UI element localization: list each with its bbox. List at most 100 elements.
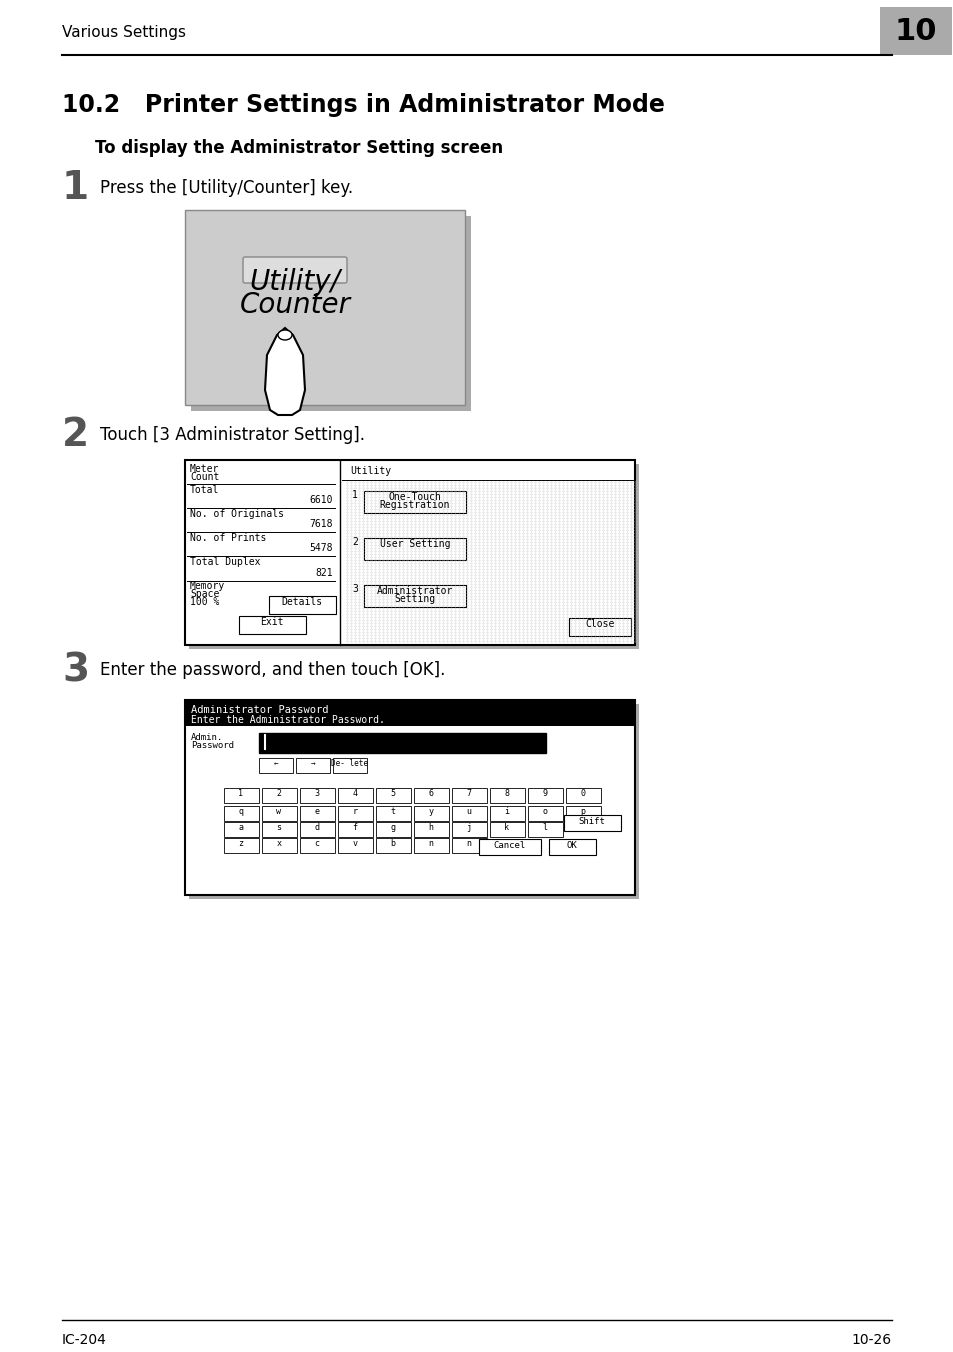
FancyBboxPatch shape	[478, 840, 540, 854]
FancyBboxPatch shape	[563, 815, 620, 831]
FancyBboxPatch shape	[414, 822, 449, 837]
Text: i: i	[504, 807, 509, 817]
Text: z: z	[238, 840, 243, 848]
Text: Exit: Exit	[260, 617, 283, 627]
Text: 1: 1	[62, 169, 89, 207]
Text: v: v	[352, 840, 357, 848]
FancyBboxPatch shape	[243, 257, 347, 283]
FancyBboxPatch shape	[568, 618, 630, 635]
Text: 9: 9	[542, 790, 547, 798]
FancyBboxPatch shape	[452, 838, 486, 853]
Text: 2: 2	[62, 416, 89, 454]
FancyBboxPatch shape	[565, 788, 600, 803]
Text: Touch [3 Administrator Setting].: Touch [3 Administrator Setting].	[100, 426, 365, 443]
Text: De- lete: De- lete	[331, 758, 368, 768]
FancyBboxPatch shape	[189, 704, 639, 899]
Text: 10.2   Printer Settings in Administrator Mode: 10.2 Printer Settings in Administrator M…	[62, 93, 664, 118]
Text: Counter: Counter	[239, 291, 350, 319]
FancyBboxPatch shape	[299, 838, 335, 853]
FancyBboxPatch shape	[239, 617, 306, 634]
Text: ←: ←	[274, 758, 278, 768]
FancyBboxPatch shape	[295, 758, 330, 773]
Text: 4: 4	[352, 790, 357, 798]
Text: r: r	[352, 807, 357, 817]
FancyBboxPatch shape	[548, 840, 596, 854]
FancyBboxPatch shape	[189, 464, 639, 649]
Text: c: c	[314, 840, 319, 848]
Text: 7: 7	[466, 790, 471, 798]
FancyBboxPatch shape	[375, 806, 411, 821]
Text: Memory: Memory	[190, 581, 225, 591]
FancyBboxPatch shape	[224, 822, 258, 837]
FancyBboxPatch shape	[414, 806, 449, 821]
Text: Various Settings: Various Settings	[62, 24, 186, 39]
Text: 1: 1	[352, 489, 357, 500]
Text: 3: 3	[62, 652, 89, 690]
FancyBboxPatch shape	[337, 838, 373, 853]
Polygon shape	[265, 329, 305, 415]
Text: 6610: 6610	[309, 495, 333, 506]
FancyBboxPatch shape	[527, 806, 562, 821]
Text: Password: Password	[191, 741, 233, 750]
Text: u: u	[466, 807, 471, 817]
Text: 8: 8	[504, 790, 509, 798]
FancyBboxPatch shape	[375, 838, 411, 853]
Text: Count: Count	[190, 472, 219, 483]
Text: User Setting: User Setting	[379, 539, 450, 549]
FancyBboxPatch shape	[269, 596, 335, 614]
FancyBboxPatch shape	[490, 806, 524, 821]
FancyBboxPatch shape	[452, 788, 486, 803]
FancyBboxPatch shape	[490, 788, 524, 803]
FancyBboxPatch shape	[262, 788, 296, 803]
FancyBboxPatch shape	[185, 700, 635, 726]
Text: Space: Space	[190, 589, 219, 599]
FancyBboxPatch shape	[414, 788, 449, 803]
Text: t: t	[390, 807, 395, 817]
FancyBboxPatch shape	[490, 822, 524, 837]
Text: f: f	[352, 823, 357, 831]
FancyBboxPatch shape	[262, 822, 296, 837]
Text: 100 %: 100 %	[190, 598, 219, 607]
FancyBboxPatch shape	[879, 7, 951, 55]
Text: One-Touch: One-Touch	[388, 492, 441, 502]
FancyBboxPatch shape	[224, 788, 258, 803]
Text: y: y	[428, 807, 433, 817]
FancyBboxPatch shape	[299, 806, 335, 821]
Text: IC-204: IC-204	[62, 1333, 107, 1347]
Text: 2: 2	[352, 537, 357, 548]
FancyBboxPatch shape	[299, 822, 335, 837]
Text: OK: OK	[566, 841, 577, 850]
FancyBboxPatch shape	[364, 491, 465, 512]
Text: w: w	[276, 807, 281, 817]
Text: Shift: Shift	[578, 817, 605, 826]
Text: 5: 5	[390, 790, 395, 798]
Text: Close: Close	[585, 619, 614, 629]
FancyBboxPatch shape	[262, 806, 296, 821]
Text: 3: 3	[314, 790, 319, 798]
Text: Setting: Setting	[394, 594, 436, 604]
Text: Details: Details	[281, 598, 322, 607]
Text: k: k	[504, 823, 509, 831]
Text: Admin.: Admin.	[191, 733, 223, 742]
Text: Total Duplex: Total Duplex	[190, 557, 260, 566]
Text: 2: 2	[276, 790, 281, 798]
Text: p: p	[579, 807, 585, 817]
FancyBboxPatch shape	[224, 838, 258, 853]
Text: e: e	[314, 807, 319, 817]
FancyBboxPatch shape	[191, 216, 471, 411]
Text: Enter the password, and then touch [OK].: Enter the password, and then touch [OK].	[100, 661, 445, 679]
Text: Meter: Meter	[190, 464, 219, 475]
FancyBboxPatch shape	[337, 806, 373, 821]
FancyBboxPatch shape	[527, 822, 562, 837]
Text: q: q	[238, 807, 243, 817]
Text: 0: 0	[579, 790, 585, 798]
Text: Total: Total	[190, 485, 219, 495]
Text: b: b	[390, 840, 395, 848]
FancyBboxPatch shape	[364, 585, 465, 607]
FancyBboxPatch shape	[185, 210, 464, 406]
Text: j: j	[466, 823, 471, 831]
Text: Enter the Administrator Password.: Enter the Administrator Password.	[191, 715, 384, 725]
FancyBboxPatch shape	[527, 788, 562, 803]
Text: To display the Administrator Setting screen: To display the Administrator Setting scr…	[95, 139, 502, 157]
FancyBboxPatch shape	[337, 788, 373, 803]
